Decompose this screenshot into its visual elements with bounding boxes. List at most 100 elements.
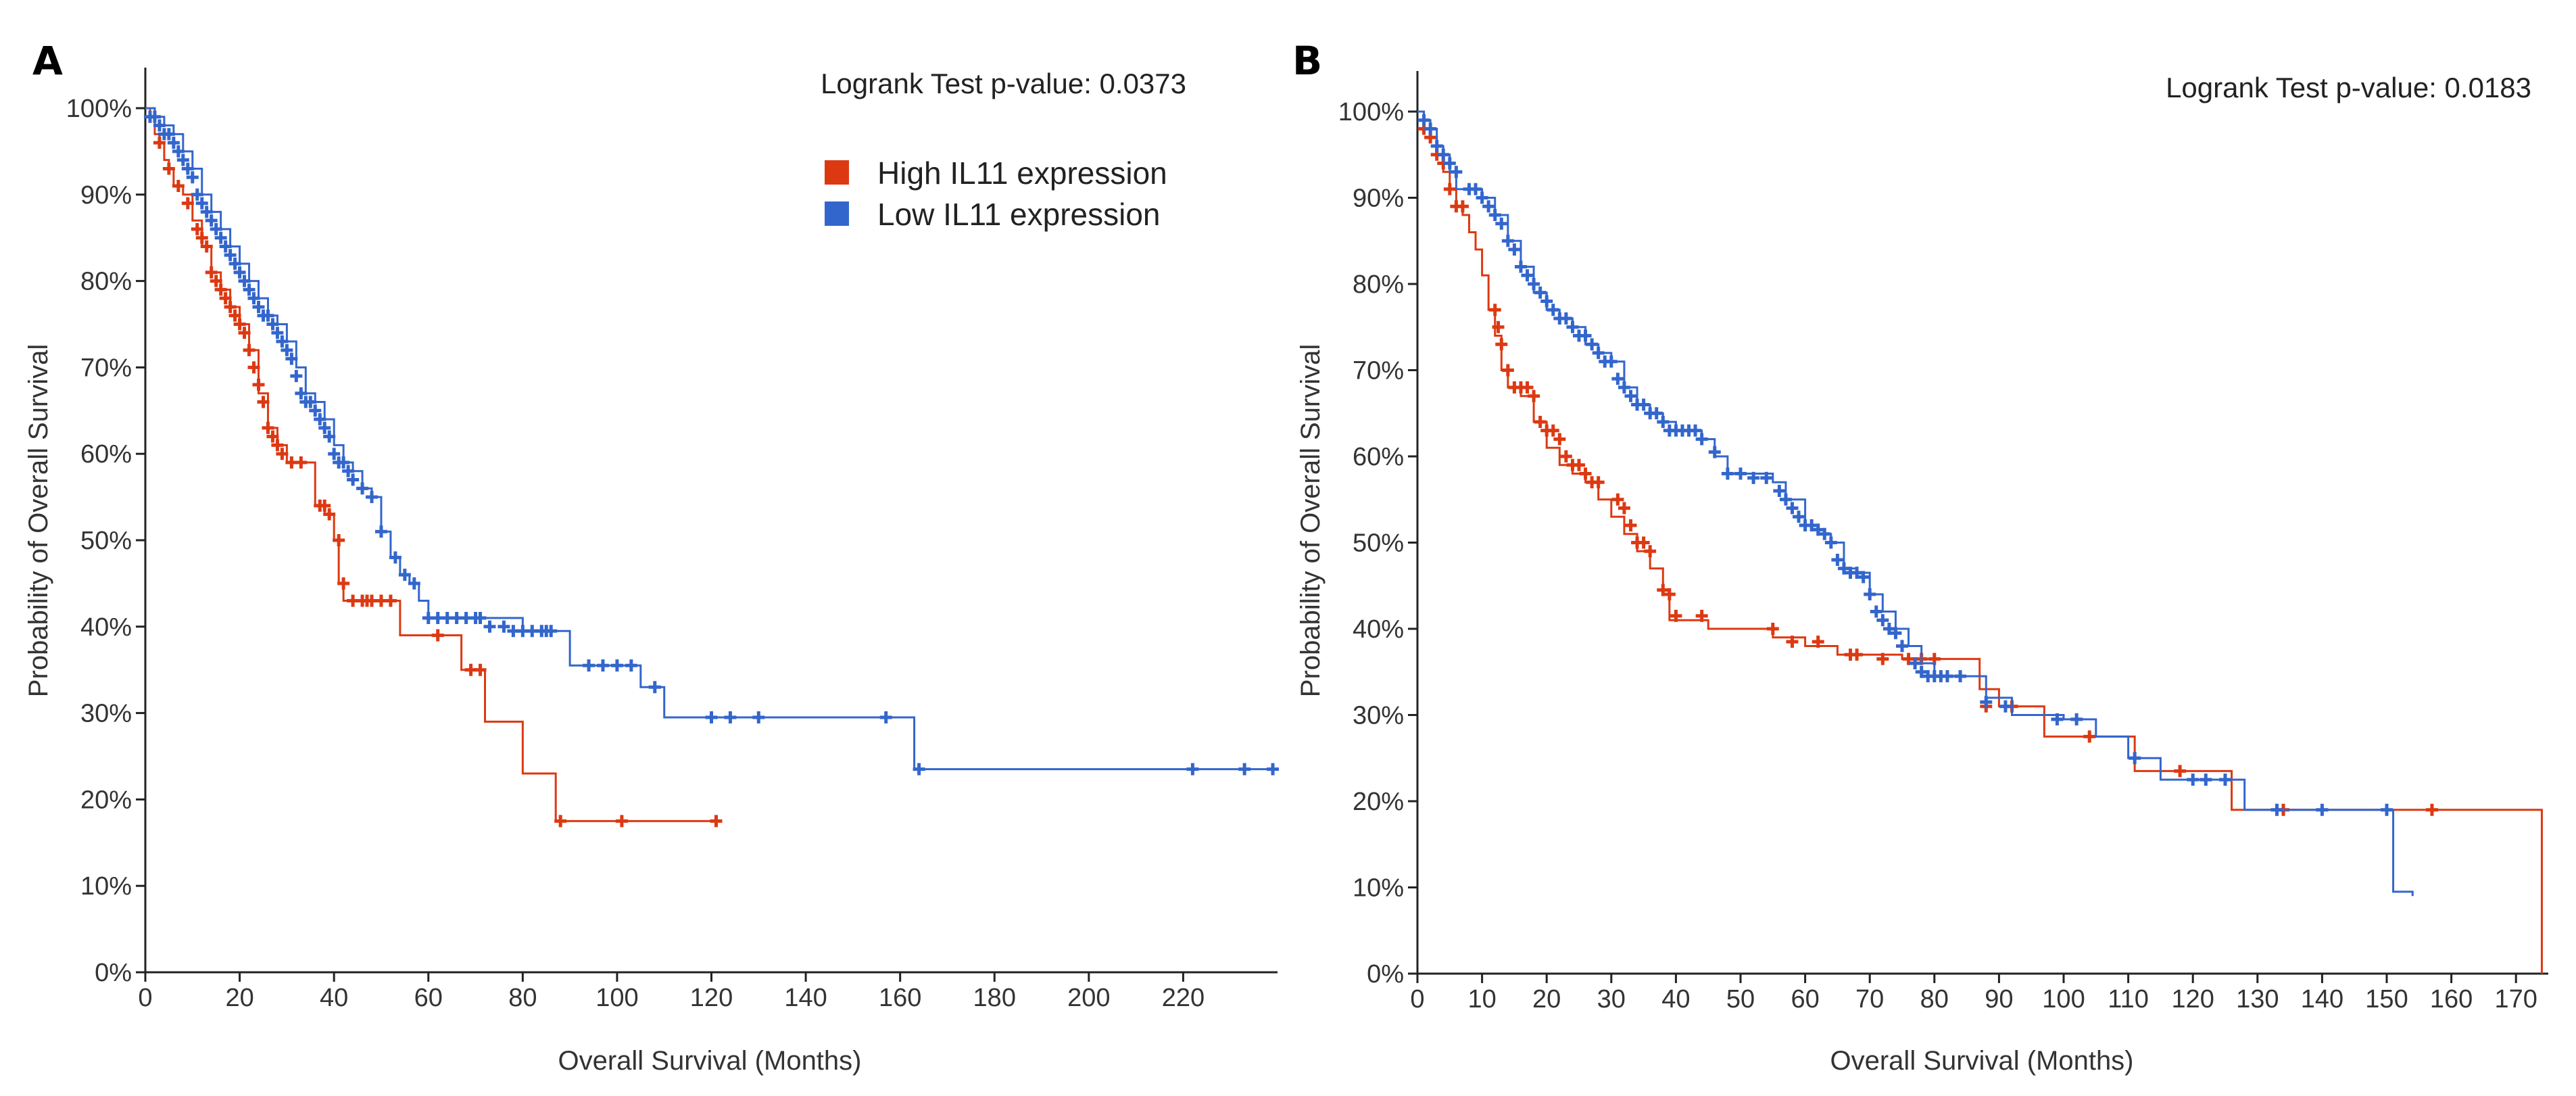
censor-mark xyxy=(913,763,925,776)
y-tick-label: 10% xyxy=(1353,874,1404,903)
censor-mark xyxy=(1469,183,1482,195)
censor-mark xyxy=(1882,623,1895,635)
censor-mark xyxy=(1566,320,1579,333)
censor-mark xyxy=(266,430,279,443)
censor-mark xyxy=(1915,665,1928,678)
censor-mark xyxy=(1540,295,1553,308)
censor-mark xyxy=(210,275,222,287)
censor-mark xyxy=(1437,148,1450,161)
censor-mark xyxy=(1644,545,1657,558)
censor-mark xyxy=(238,327,251,339)
x-tick-label: 40 xyxy=(1661,985,1690,1014)
censor-mark xyxy=(219,292,232,305)
censor-mark xyxy=(214,231,227,244)
censor-mark xyxy=(323,508,336,521)
censor-mark xyxy=(219,240,232,253)
censor-mark xyxy=(347,473,360,486)
censor-mark xyxy=(1999,700,2012,713)
censor-mark xyxy=(1857,571,1870,583)
x-tick-label: 80 xyxy=(508,984,537,1012)
censor-mark xyxy=(205,266,218,279)
x-tick-label: 100 xyxy=(596,984,638,1012)
censor-mark xyxy=(210,222,222,235)
censor-mark xyxy=(314,413,326,426)
censor-mark xyxy=(1430,140,1443,152)
censor-mark xyxy=(1521,381,1534,394)
panel-b: B Logrank Test p-value: 0.0183 Overall S… xyxy=(1292,38,2548,1076)
censor-mark xyxy=(2187,773,2200,786)
y-tick-label: 70% xyxy=(80,354,132,382)
censor-mark xyxy=(2316,803,2329,816)
y-tick-label: 40% xyxy=(1353,615,1404,644)
censor-mark xyxy=(191,188,203,201)
censor-mark xyxy=(181,162,194,175)
censor-mark xyxy=(1618,502,1630,515)
censor-mark xyxy=(1870,605,1882,618)
y-tick-label: 40% xyxy=(80,613,132,642)
censor-mark xyxy=(262,309,274,322)
censor-mark xyxy=(323,430,336,443)
censor-mark xyxy=(1637,398,1650,411)
legend: High IL11 expression Low IL11 expression xyxy=(825,156,1167,232)
censor-mark xyxy=(172,180,185,193)
censor-mark xyxy=(247,292,260,305)
censor-mark xyxy=(1734,467,1747,480)
y-tick-label: 0% xyxy=(95,959,132,987)
censor-mark xyxy=(1657,583,1670,596)
censor-mark xyxy=(318,499,331,512)
censor-mark xyxy=(1488,209,1501,221)
censor-mark xyxy=(238,275,251,287)
censor-mark xyxy=(389,551,402,564)
censor-mark xyxy=(1579,467,1592,480)
panel-a: A Logrank Test p-value: 0.0373 High IL11… xyxy=(24,38,1280,1076)
censor-mark xyxy=(1488,304,1501,316)
censor-mark xyxy=(1592,347,1605,359)
censor-mark xyxy=(1501,364,1514,377)
censor-mark xyxy=(398,569,411,581)
censor-mark xyxy=(1889,627,1902,640)
censor-mark xyxy=(724,711,737,723)
censor-mark xyxy=(271,439,284,452)
x-tick-label: 80 xyxy=(1920,985,1949,1014)
y-tick-label: 80% xyxy=(1353,270,1404,299)
censor-mark xyxy=(1501,235,1514,247)
x-tick-label: 200 xyxy=(1067,984,1110,1012)
x-tick-label: 140 xyxy=(2301,985,2343,1014)
panel-b-letter: B xyxy=(1292,38,1322,84)
censor-mark xyxy=(205,214,218,227)
censor-mark xyxy=(1186,763,1199,776)
y-tick-label: 90% xyxy=(1353,185,1404,213)
censor-mark xyxy=(262,421,274,434)
censor-mark xyxy=(1812,636,1824,648)
censor-mark xyxy=(167,137,180,149)
censor-mark xyxy=(281,343,293,356)
y-tick-label: 60% xyxy=(1353,443,1404,471)
censor-mark xyxy=(181,197,194,210)
x-tick-label: 100 xyxy=(2042,985,2085,1014)
censor-mark xyxy=(195,231,208,244)
x-tick-label: 160 xyxy=(2430,985,2473,1014)
censor-mark xyxy=(1495,338,1508,351)
censor-mark xyxy=(1864,588,1876,600)
censor-mark xyxy=(879,711,892,723)
censor-mark xyxy=(710,815,723,828)
censor-mark xyxy=(1559,450,1572,462)
censor-mark xyxy=(214,283,227,296)
censor-mark xyxy=(1611,493,1624,506)
y-tick-label: 70% xyxy=(1353,357,1404,385)
censor-mark xyxy=(295,456,308,469)
censor-mark xyxy=(2083,730,2096,743)
y-tick-label: 0% xyxy=(1367,960,1404,988)
x-tick-label: 0 xyxy=(138,984,152,1012)
censor-mark xyxy=(1941,670,1953,683)
censor-mark xyxy=(153,119,166,132)
censor-mark xyxy=(1521,269,1534,282)
censor-mark xyxy=(625,659,637,672)
censor-mark xyxy=(1954,670,1967,683)
censor-mark xyxy=(1902,652,1915,665)
censor-mark xyxy=(285,352,298,365)
censor-mark xyxy=(474,663,487,676)
censor-mark xyxy=(1663,588,1676,600)
censor-mark xyxy=(176,153,189,166)
